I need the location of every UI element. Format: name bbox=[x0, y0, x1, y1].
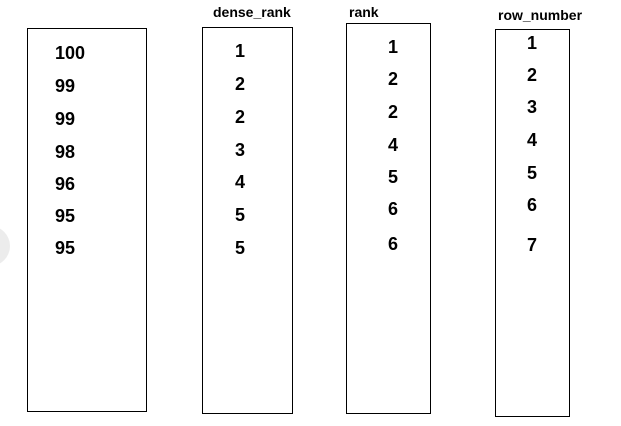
row-number-value: 1 bbox=[527, 33, 538, 53]
scores-value: 98 bbox=[55, 142, 76, 162]
scores-value: 96 bbox=[55, 174, 76, 194]
row-number-value: 4 bbox=[527, 130, 538, 150]
rank-value: 2 bbox=[388, 69, 399, 89]
edge-circle-decoration bbox=[0, 226, 10, 266]
rank-value: 6 bbox=[388, 234, 399, 254]
dense-rank-value: 2 bbox=[235, 107, 246, 127]
row-number-value: 7 bbox=[527, 235, 538, 255]
row-number-value: 5 bbox=[527, 163, 538, 183]
dense-rank-value: 5 bbox=[235, 238, 246, 258]
scores-value: 100 bbox=[55, 43, 86, 63]
rank-value: 5 bbox=[388, 167, 399, 187]
row-number-value: 3 bbox=[527, 97, 538, 117]
row-number-value: 6 bbox=[527, 195, 538, 215]
dense-rank-value: 5 bbox=[235, 205, 246, 225]
rank-title: rank bbox=[349, 4, 379, 20]
dense-rank-value: 1 bbox=[235, 41, 246, 61]
dense-rank-value: 3 bbox=[235, 140, 246, 160]
rank-value: 1 bbox=[388, 37, 399, 57]
dense-rank-column-box bbox=[202, 27, 293, 414]
row-number-column-box bbox=[495, 29, 570, 417]
scores-value: 95 bbox=[55, 238, 76, 258]
scores-value: 95 bbox=[55, 206, 76, 226]
dense-rank-value: 2 bbox=[235, 74, 246, 94]
scores-value: 99 bbox=[55, 109, 76, 129]
row-number-value: 2 bbox=[527, 65, 538, 85]
rank-value: 6 bbox=[388, 199, 399, 219]
rank-column-box bbox=[346, 23, 431, 414]
dense-rank-title: dense_rank bbox=[213, 4, 291, 20]
scores-value: 99 bbox=[55, 76, 76, 96]
dense-rank-value: 4 bbox=[235, 172, 246, 192]
rank-value: 4 bbox=[388, 135, 399, 155]
scores-column-box bbox=[27, 28, 147, 412]
row-number-title: row_number bbox=[498, 7, 583, 23]
rank-value: 2 bbox=[388, 102, 399, 122]
